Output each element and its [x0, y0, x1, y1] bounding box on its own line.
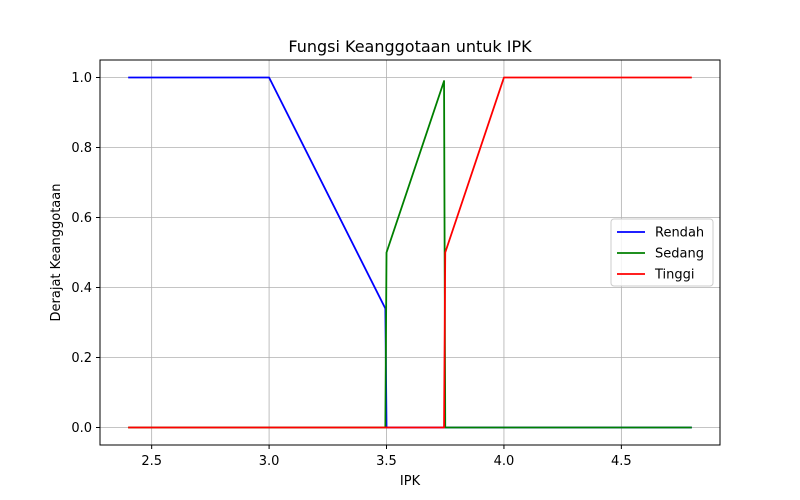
y-axis-ticks: 0.0 0.2 0.4 0.6 0.8 1.0 [71, 71, 100, 436]
legend-label: Sedang [655, 247, 704, 262]
y-tick-label: 0.6 [71, 211, 92, 226]
chart-title: Fungsi Keanggotaan untuk IPK [288, 37, 532, 56]
legend: Rendah Sedang Tinggi [610, 218, 714, 287]
series-line-tinggi [128, 76, 692, 429]
y-tick-label: 1.0 [71, 71, 92, 86]
y-tick-label: 0.0 [71, 421, 92, 436]
plot-lines [128, 76, 692, 429]
plot-area-frame [99, 59, 721, 446]
x-tick-label: 4.5 [611, 454, 632, 469]
y-tick-label: 0.4 [71, 281, 92, 296]
legend-box [610, 218, 714, 287]
x-tick-label: 2.5 [141, 454, 162, 469]
legend-label: Rendah [655, 226, 704, 241]
y-axis-label: Derajat Keanggotaan [49, 184, 64, 322]
x-tick-label: 3.5 [376, 454, 397, 469]
x-tick-label: 3.0 [259, 454, 280, 469]
x-tick-label: 4.0 [494, 454, 515, 469]
y-tick-label: 0.8 [71, 141, 92, 156]
y-tick-label: 0.2 [71, 351, 92, 366]
x-axis-ticks: 2.5 3.0 3.5 4.0 4.5 [141, 445, 632, 469]
x-axis-label: IPK [400, 474, 421, 489]
legend-label: Tinggi [654, 268, 695, 283]
